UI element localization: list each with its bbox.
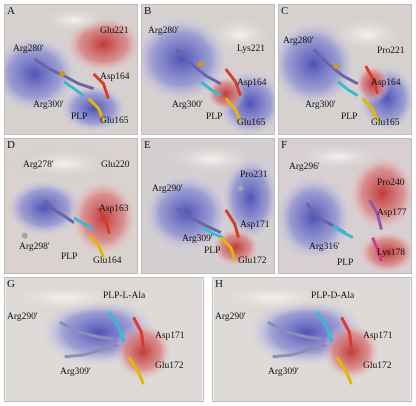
residue-label: Arg278' [23, 160, 54, 170]
residue-label: Glu220 [101, 160, 130, 170]
panel-letter: D [7, 139, 15, 151]
residue-label: PLP [206, 112, 223, 122]
residue-label: Arg309' [60, 367, 91, 377]
panel-letter: G [7, 278, 15, 290]
residue-label: Arg300' [305, 100, 336, 110]
residue-label: Arg290' [215, 312, 246, 322]
residue-label: PLP-L-Ala [103, 291, 146, 301]
residue-label: Glu172 [363, 361, 392, 371]
residue-label: PLP [71, 112, 88, 122]
residue-label: Pro221 [377, 46, 405, 56]
residue-label: Arg298' [19, 242, 50, 252]
residue-label: PLP [341, 112, 358, 122]
panel-d: D Arg278' Glu220 Asp163 Arg298' PLP Glu1… [4, 138, 138, 274]
residue-label: Pro240 [377, 178, 405, 188]
residue-label: Arg309' [182, 234, 213, 244]
panel-letter: E [144, 139, 151, 151]
residue-label: PLP [337, 258, 354, 268]
surface-image [5, 278, 203, 401]
panel-a: A Arg280' Glu221 Asp164 Arg300' PLP Glu1… [4, 4, 138, 135]
residue-label: Glu172 [238, 256, 267, 266]
surface-image [279, 139, 411, 273]
surface-image [5, 139, 137, 273]
panel-letter: C [281, 5, 289, 17]
residue-label: PLP-D-Ala [311, 291, 355, 301]
residue-label: Arg290' [152, 184, 183, 194]
residue-label: Glu172 [155, 361, 184, 371]
surface-image [142, 5, 274, 134]
residue-label: Lys178 [377, 248, 405, 258]
residue-label: Pro231 [240, 170, 268, 180]
residue-label: Arg309' [268, 367, 299, 377]
residue-label: Arg280' [13, 44, 44, 54]
residue-label: Asp164 [100, 72, 130, 82]
residue-label: PLP [204, 246, 221, 256]
panel-letter: F [281, 139, 288, 151]
panel-g: G Arg290' PLP-L-Ala Asp171 Arg309' Glu17… [4, 277, 204, 402]
surface-image [213, 278, 411, 401]
residue-label: Glu221 [100, 26, 129, 36]
residue-label: Arg316' [309, 242, 340, 252]
residue-label: Asp171 [363, 331, 393, 341]
residue-label: Arg296' [289, 162, 320, 172]
residue-label: Glu165 [237, 118, 266, 128]
residue-label: Asp163 [99, 204, 129, 214]
panel-h: H Arg290' PLP-D-Ala Asp171 Arg309' Glu17… [212, 277, 412, 402]
residue-label: Asp171 [240, 220, 270, 230]
surface-image [279, 5, 411, 134]
panel-f: F Arg296' Pro240 Asp177 Arg316' PLP Lys1… [278, 138, 412, 274]
residue-label: Asp177 [377, 208, 407, 218]
residue-label: Glu165 [100, 116, 129, 126]
residue-label: Arg280' [283, 36, 314, 46]
residue-label: Arg280' [148, 26, 179, 36]
residue-label: Arg290' [7, 312, 38, 322]
panel-letter: B [144, 5, 152, 17]
residue-label: Asp164 [371, 78, 401, 88]
surface-image [142, 139, 274, 273]
residue-label: PLP [61, 252, 78, 262]
panel-b: B Arg280' Lys221 Asp164 Arg300' PLP Glu1… [141, 4, 275, 135]
residue-label: Arg300' [172, 100, 203, 110]
panel-letter: H [215, 278, 223, 290]
residue-label: Lys221 [237, 44, 265, 54]
panel-c: C Arg280' Pro221 Asp164 Arg300' PLP Glu1… [278, 4, 412, 135]
panel-e: E Arg290' Pro231 Asp171 Arg309' PLP Glu1… [141, 138, 275, 274]
surface-image [5, 5, 137, 134]
residue-label: Arg300' [33, 100, 64, 110]
residue-label: Glu164 [93, 256, 122, 266]
residue-label: Glu165 [371, 118, 400, 128]
residue-label: Asp171 [155, 331, 185, 341]
residue-label: Asp164 [237, 78, 267, 88]
panel-letter: A [7, 5, 15, 17]
